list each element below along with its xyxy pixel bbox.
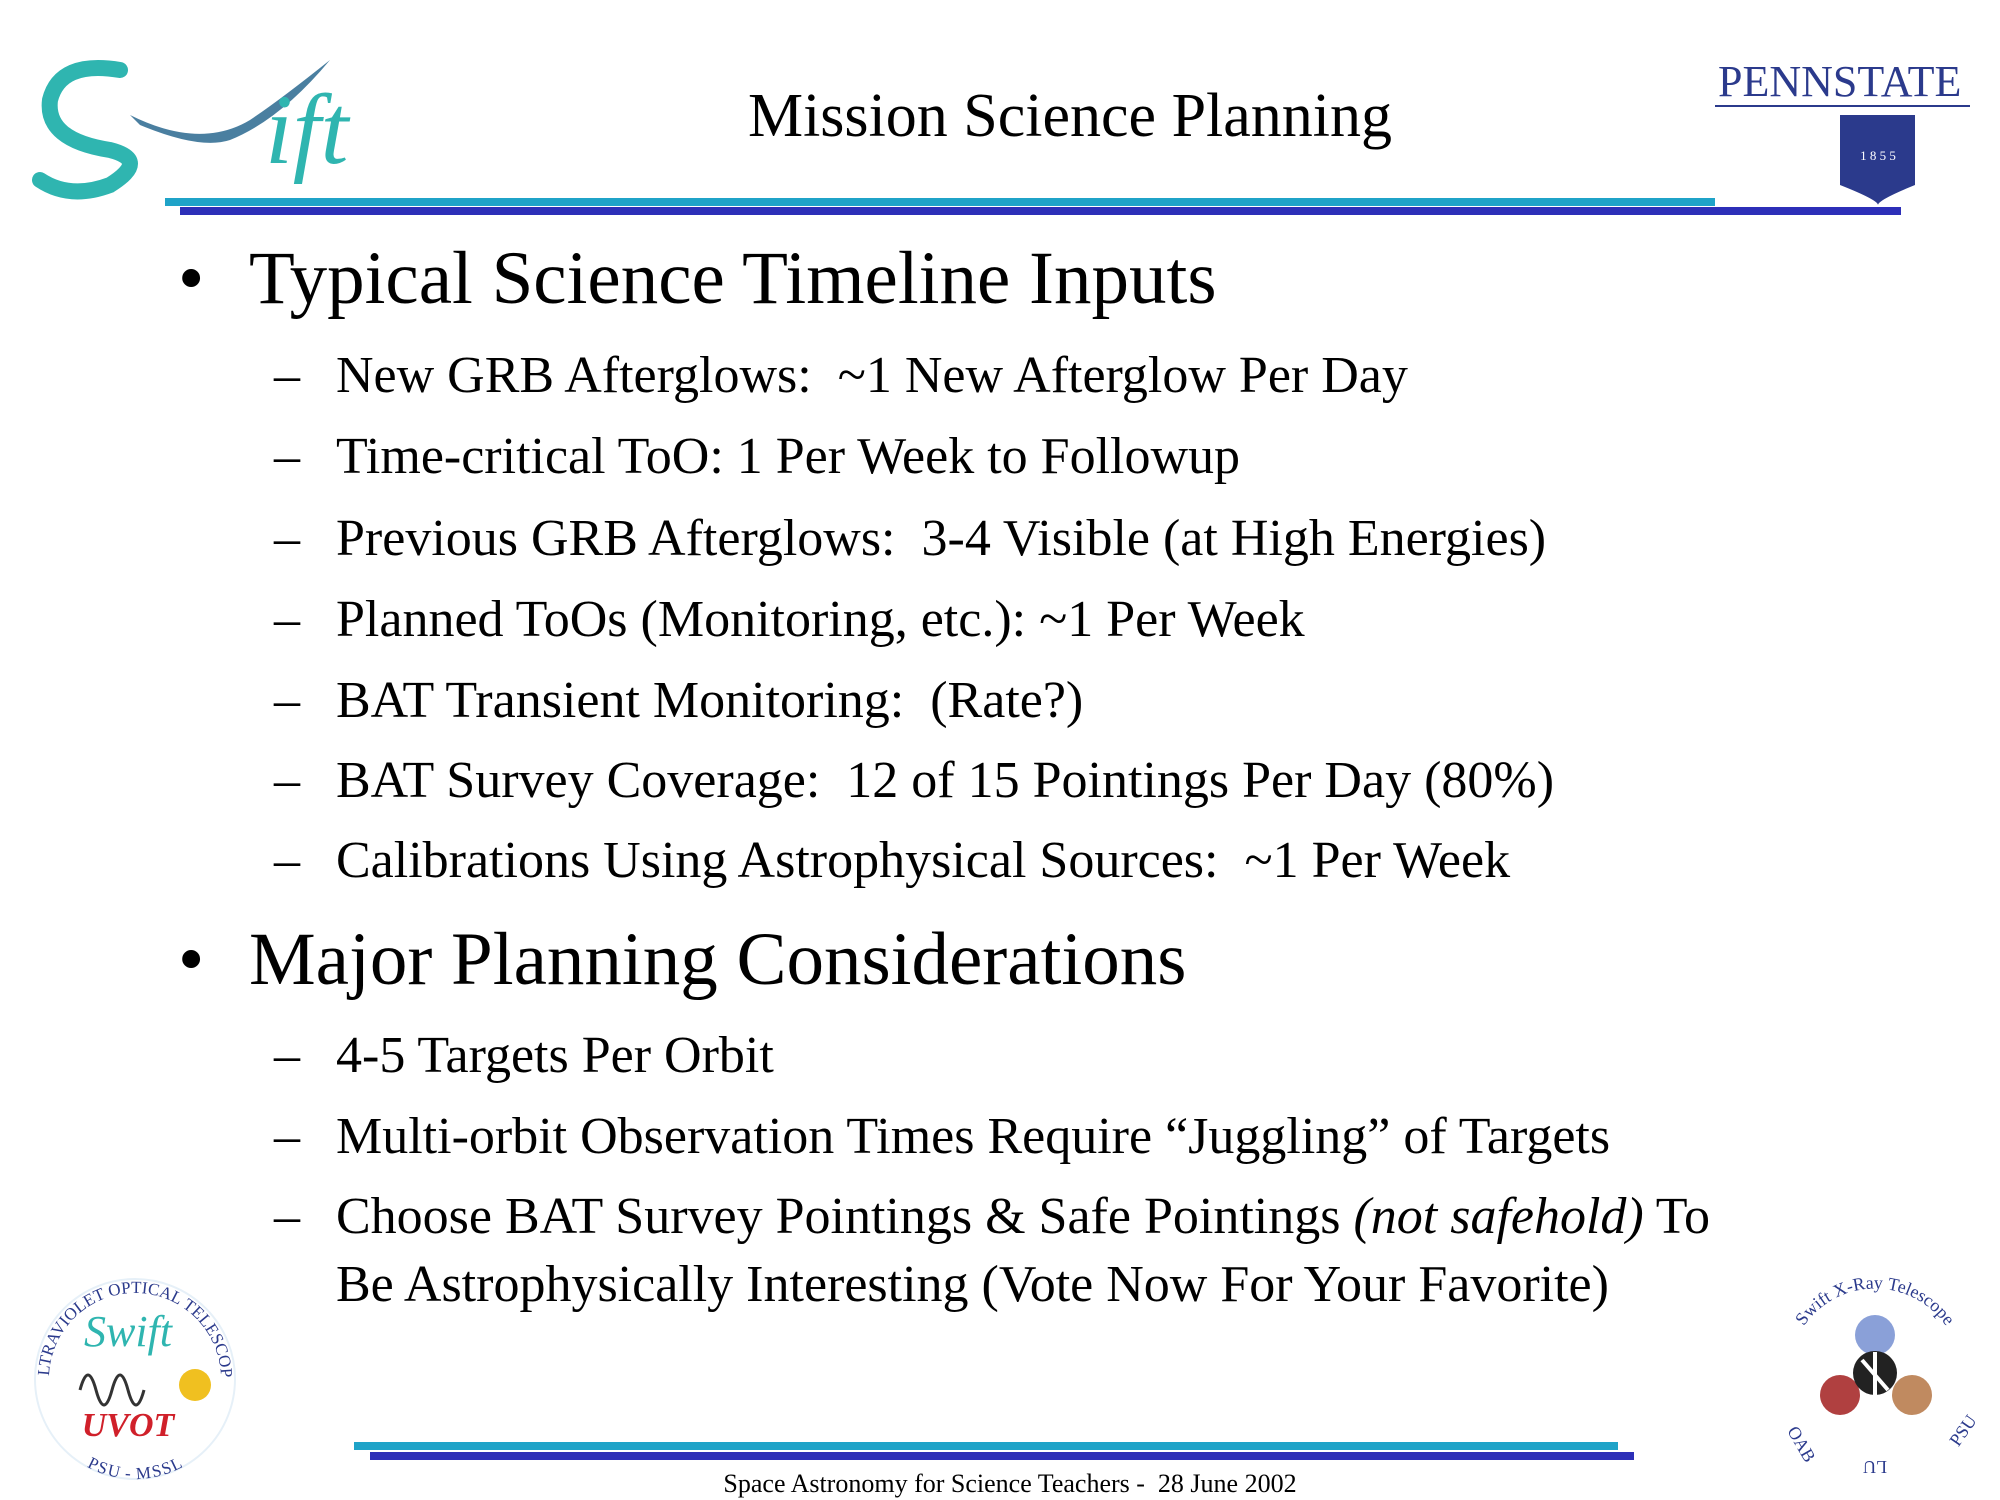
dash: – [273,428,301,485]
logo-name: PENNSTATE [1718,57,1961,106]
rule [370,1452,1634,1460]
dash: – [273,1027,301,1084]
footer: Space Astronomy for Science Teachers - 2… [723,1469,1296,1498]
text-run: Calibrations Using Astrophysical Sources… [336,832,1510,889]
logo-tail: ift [265,74,351,185]
text-run: BAT Transient Monitoring: (Rate?) [336,672,1083,729]
list-item: BAT Transient Monitoring: (Rate?) [336,672,1083,729]
text-run: Time-critical ToO: 1 Per Week to Followu… [336,428,1240,485]
list-item: Previous GRB Afterglows: 3-4 Visible (at… [336,510,1546,567]
rule [165,198,1715,206]
badge-bottom: LU [1863,1457,1887,1477]
dash: – [273,1188,301,1245]
list-item: Choose BAT Survey Pointings & Safe Point… [336,1188,1710,1245]
text-run: Planned ToOs (Monitoring, etc.): ~1 Per … [336,591,1305,648]
rule [180,207,1901,215]
text-run: BAT Survey Coverage: 12 of 15 Pointings … [336,752,1554,809]
list-item: 4-5 Targets Per Orbit [336,1027,774,1084]
rule [354,1442,1618,1450]
list-item: Time-critical ToO: 1 Per Week to Followu… [336,428,1240,485]
text-run: To [1644,1188,1710,1245]
slide-title: Mission Science Planning [748,82,1392,150]
bullet-list: • Typical Science Timeline Inputs– New GRB… [178,237,1710,1313]
logo-year: 1 8 5 5 [1860,148,1896,163]
text-run: New GRB Afterglows: ~1 New Afterglow Per… [336,347,1408,404]
pennstate-logo: PENNSTATE 1 8 5 5 [1715,57,1970,205]
bullet: • [178,237,204,320]
list-item: Multi-orbit Observation Times Require “J… [336,1108,1610,1165]
list-item: New GRB Afterglows: ~1 New Afterglow Per… [336,347,1408,404]
dash: – [273,1108,301,1165]
dash: – [273,591,301,648]
swift-logo: Swift ift [32,60,351,200]
section-heading: Typical Science Timeline Inputs [249,237,1217,320]
list-item: Be Astrophysically Interesting (Vote Now… [336,1256,1609,1313]
badge-center: UVOT [82,1407,176,1444]
dash: – [273,510,301,567]
text-run: Be Astrophysically Interesting (Vote Now… [336,1256,1609,1313]
badge-logo: Swift [84,1307,174,1356]
text-run: Choose BAT Survey Pointings & Safe Point… [336,1188,1353,1245]
dash: – [273,832,301,889]
text-run: Multi-orbit Observation Times Require “J… [336,1108,1610,1165]
bullet: • [178,918,204,1001]
dash: – [273,347,301,404]
list-item: Calibrations Using Astrophysical Sources… [336,832,1510,889]
text-run: 4-5 Targets Per Orbit [336,1027,774,1084]
list-item: BAT Survey Coverage: 12 of 15 Pointings … [336,752,1554,809]
dash: – [273,752,301,809]
section-heading: Major Planning Considerations [249,918,1186,1001]
list-item: Planned ToOs (Monitoring, etc.): ~1 Per … [336,591,1305,648]
text-run: (not safehold) [1353,1188,1643,1245]
text-run: Previous GRB Afterglows: 3-4 Visible (at… [336,510,1546,567]
dash: – [273,672,301,729]
